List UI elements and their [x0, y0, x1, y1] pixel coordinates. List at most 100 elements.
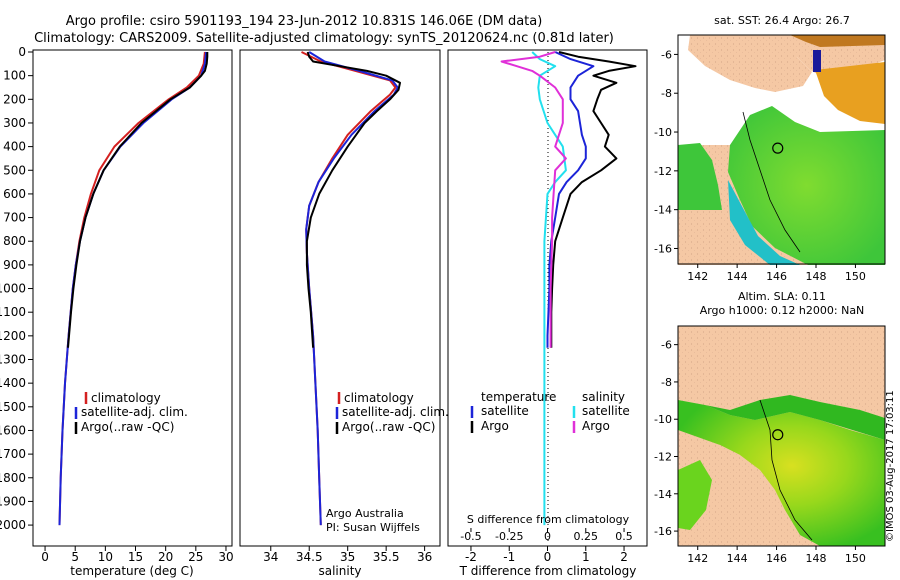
- sla-map-subtitle: Argo h1000: 0.12 h2000: NaN: [700, 304, 865, 317]
- lon-tick-label: 150: [845, 270, 866, 283]
- lat-tick-label: -6: [661, 48, 672, 61]
- legend-label-satellite: satellite-adj. clim.: [342, 405, 449, 419]
- lat-tick-label: -8: [661, 376, 672, 389]
- depth-tick-label: 700: [3, 211, 26, 225]
- x-tick-label: 15: [128, 550, 143, 564]
- lon-tick-label: 144: [727, 270, 748, 283]
- pi-text: PI: Susan Wijffels: [326, 521, 420, 534]
- argo-float-marker: [772, 429, 784, 441]
- lat-tick-label: -14: [654, 488, 672, 501]
- lat-tick-label: -16: [654, 525, 672, 538]
- depth-tick-label: 200: [3, 92, 26, 106]
- depth-tick-label: 1400: [0, 376, 26, 390]
- sst-argo-marker-layer: [772, 142, 784, 154]
- lat-tick-label: -16: [654, 242, 672, 255]
- depth-tick-label: 1900: [0, 494, 26, 508]
- difference-series: [500, 51, 637, 526]
- land-new-guinea: [688, 35, 812, 92]
- series-line-argo: [67, 52, 209, 348]
- legend-label-satellite: satellite-adj. clim.: [81, 405, 188, 419]
- sst-coastal-cool: [728, 180, 800, 265]
- depth-tick-label: 900: [3, 258, 26, 272]
- argo-float-marker: [772, 142, 784, 154]
- x-tick-label: 35: [340, 550, 355, 564]
- lon-tick-label: 150: [845, 552, 866, 565]
- series-line-satellite-adj-clim-: [305, 51, 399, 526]
- sst-map-frame: [677, 34, 886, 265]
- salinity-axes-frame: [239, 49, 441, 547]
- x-tick-label: -1: [503, 550, 515, 564]
- lon-tick-label: 142: [687, 270, 708, 283]
- sst-map-title: sat. SST: 26.4 Argo: 26.7: [714, 14, 850, 27]
- salinity-legend: climatology satellite-adj. clim. Argo(..…: [335, 391, 449, 434]
- sst-warm-patch: [815, 62, 885, 124]
- x-tick-label: 1: [582, 550, 590, 564]
- sst-deep-blue-patch: [813, 50, 821, 72]
- t-difference-label: T difference from climatology: [459, 564, 637, 578]
- sst-isobath: [742, 111, 801, 253]
- sla-lon-axis: 142 144 146 148 150: [687, 546, 866, 565]
- s-tick-label: 0: [544, 530, 551, 543]
- depth-tick-label: 400: [3, 140, 26, 154]
- imos-stamp: ©IMOS 03-Aug-2017 17:03:11: [885, 390, 896, 542]
- lon-tick-label: 146: [766, 552, 787, 565]
- sst-gulf-field: [678, 143, 722, 210]
- x-tick-label: 30: [218, 550, 233, 564]
- sla-gulf-field: [678, 460, 712, 530]
- x-tick-label: 25: [188, 550, 203, 564]
- difference-panel: -2 -1 0 1 2 -0.5 -0.25 0 0.25 0.5 S difference f…: [447, 49, 648, 578]
- x-tick-label: 36: [417, 550, 432, 564]
- s-difference-label: S difference from climatology: [467, 513, 630, 526]
- s-tick-label: 0.25: [574, 530, 599, 543]
- lon-tick-label: 142: [687, 552, 708, 565]
- x-tick-label: -2: [465, 550, 477, 564]
- depth-tick-label: 1500: [0, 400, 26, 414]
- x-tick-label: 34: [263, 550, 278, 564]
- depth-tick-label: 300: [3, 116, 26, 130]
- header-line-2: Climatology: CARS2009. Satellite-adjuste…: [34, 31, 614, 46]
- depth-tick-label: 1300: [0, 353, 26, 367]
- temperature-series: [58, 51, 209, 526]
- sla-field-north: [678, 395, 885, 440]
- lon-tick-label: 148: [806, 270, 827, 283]
- difference-legend: temperature satellite Argo salinity sate…: [470, 390, 630, 433]
- depth-tick-label: 2000: [0, 518, 26, 532]
- sst-coral-sea-field: [728, 106, 885, 265]
- sla-field-main: [678, 400, 885, 546]
- temperature-axes-frame: [32, 49, 233, 547]
- s-tick-label: -0.25: [495, 530, 523, 543]
- depth-tick-label: 1100: [0, 305, 26, 319]
- lon-tick-label: 146: [766, 270, 787, 283]
- salinity-x-axis: 34 34.5 35 35.5 36: [263, 546, 432, 564]
- sla-map-title: Altim. SLA: 0.11: [738, 290, 826, 303]
- salinity-series: [301, 51, 401, 526]
- legend-label-argo: Argo(..raw -QC): [342, 420, 435, 434]
- depth-tick-label: 1000: [0, 282, 26, 296]
- depth-tick-label: 1600: [0, 423, 26, 437]
- lat-tick-label: -14: [654, 204, 672, 217]
- legend-label-climatology: climatology: [344, 391, 414, 405]
- x-tick-label: 10: [98, 550, 113, 564]
- lat-tick-label: -8: [661, 87, 672, 100]
- header-line-1: Argo profile: csiro 5901193_194 23-Jun-2…: [66, 14, 543, 29]
- sst-lat-axis: -6 -8 -10 -12 -14 -16: [654, 48, 678, 255]
- institution-text: Argo Australia: [326, 507, 404, 520]
- depth-axis: 0 100 200 300 400 500 600 700 800 900 1000 1100 1200…: [0, 45, 33, 532]
- sla-lat-axis: -6 -8 -10 -12 -14 -16: [654, 339, 678, 538]
- legend-label-climatology: climatology: [91, 391, 161, 405]
- lat-tick-label: -12: [654, 165, 672, 178]
- sst-map: sat. SST: 26.4 Argo: 26.7 142 144 146 148 15…: [654, 14, 886, 283]
- lat-tick-label: -10: [654, 126, 672, 139]
- sla-argo-marker-layer: [772, 429, 784, 441]
- temperature-x-axis: 0 5 10 15 20 25 30: [41, 546, 234, 564]
- lon-tick-label: 144: [727, 552, 748, 565]
- legend-title-temperature: temperature: [481, 390, 556, 404]
- depth-tick-label: 500: [3, 163, 26, 177]
- depth-tick-label: 100: [3, 69, 26, 83]
- s-tick-label: 0.5: [615, 530, 633, 543]
- lat-tick-label: -12: [654, 451, 672, 464]
- salinity-x-label: salinity: [318, 564, 361, 578]
- temperature-x-label: temperature (deg C): [70, 564, 193, 578]
- series-line-s-argo: [500, 51, 567, 348]
- lon-tick-label: 148: [806, 552, 827, 565]
